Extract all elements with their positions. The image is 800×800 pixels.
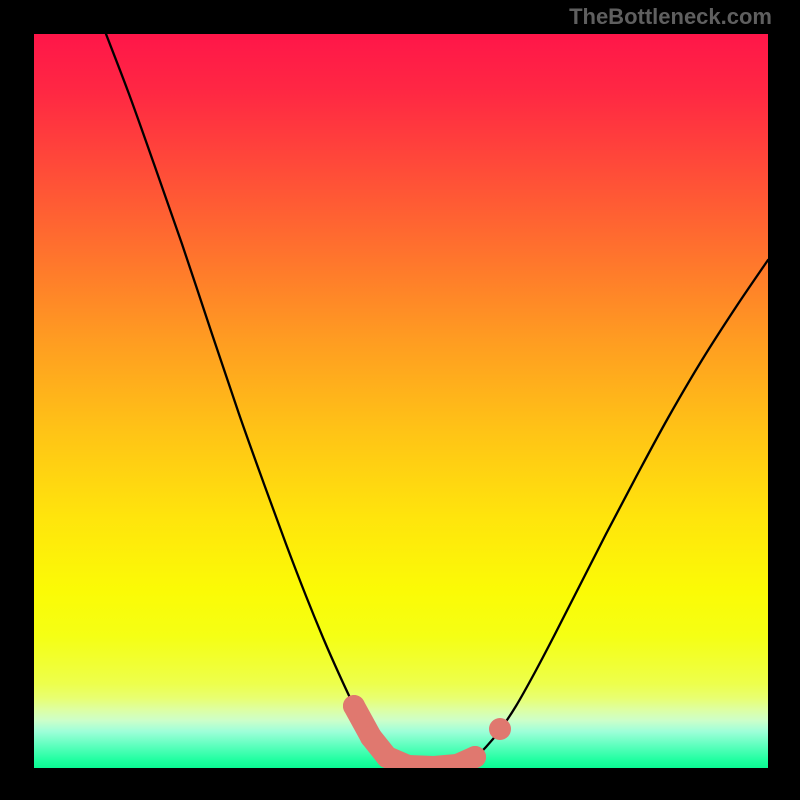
gradient-background <box>34 34 768 768</box>
watermark-text: TheBottleneck.com <box>569 4 772 30</box>
chart-frame <box>34 34 768 768</box>
marker-dot <box>343 695 365 717</box>
marker-dot <box>489 718 511 740</box>
marker-dot <box>464 746 486 768</box>
marker-dot <box>376 746 398 768</box>
bottleneck-chart <box>34 34 768 768</box>
marker-dot <box>360 726 382 748</box>
